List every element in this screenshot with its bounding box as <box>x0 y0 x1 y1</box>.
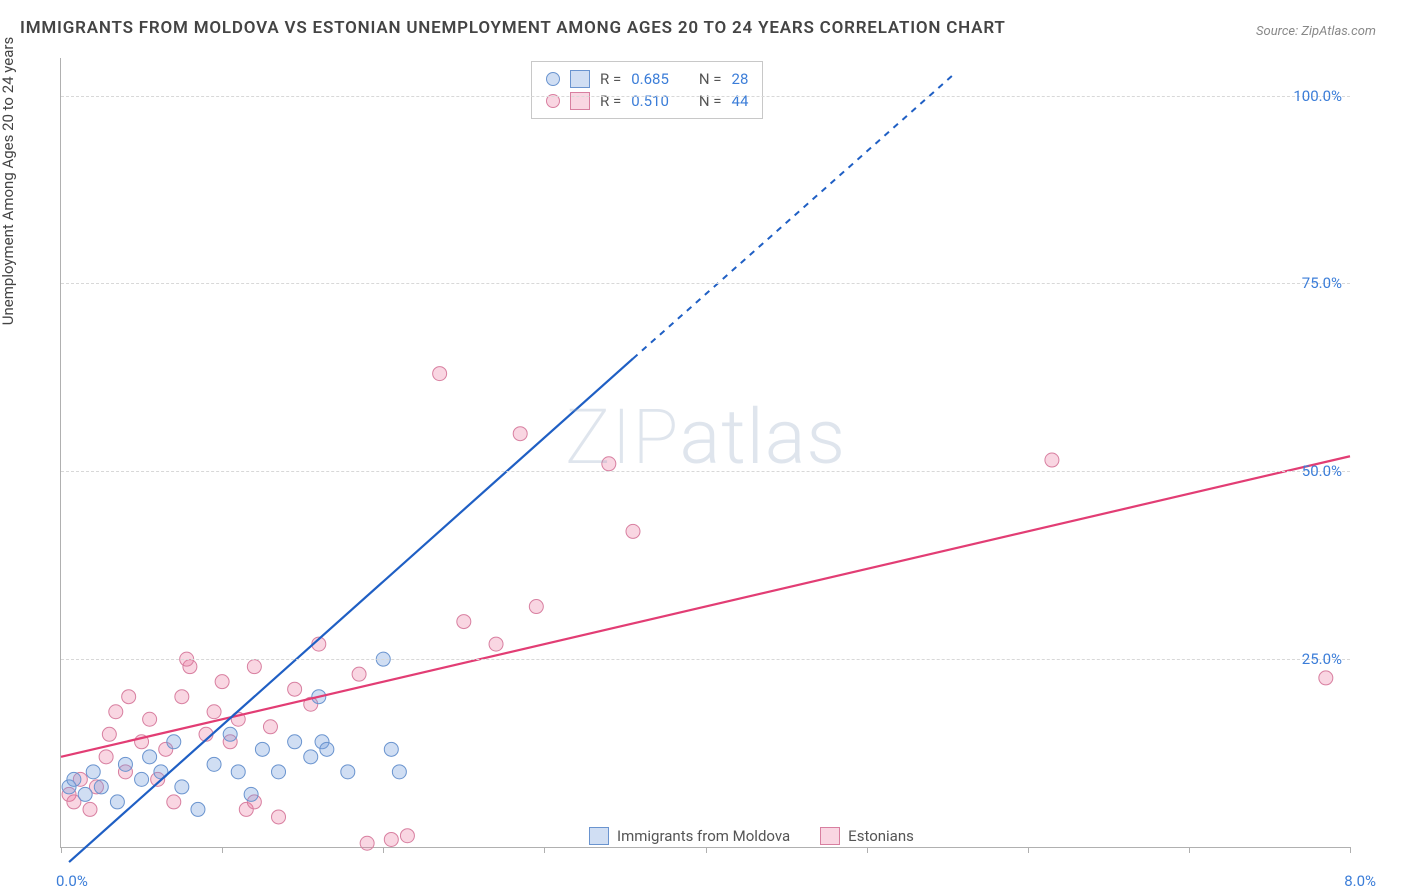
data-point <box>175 690 189 704</box>
data-point <box>135 772 149 786</box>
r-value: 0.685 <box>631 70 669 88</box>
x-tick-label-max: 8.0% <box>1344 872 1376 890</box>
data-point <box>167 795 181 809</box>
data-point <box>360 836 374 850</box>
data-point <box>118 757 132 771</box>
data-point <box>255 742 269 756</box>
data-point <box>67 772 81 786</box>
data-point <box>263 720 277 734</box>
data-point <box>191 802 205 816</box>
gridline-horizontal <box>61 96 1350 97</box>
data-point <box>99 750 113 764</box>
y-axis-label: Unemployment Among Ages 20 to 24 years <box>0 37 17 325</box>
data-point <box>400 829 414 843</box>
data-point <box>215 675 229 689</box>
y-tick-label: 75.0% <box>1302 274 1342 292</box>
plot-area: ZIPatlas R = 0.685 N = 28 R = 0.510 N = … <box>60 58 1350 848</box>
x-tick-mark <box>222 847 223 853</box>
regression-line <box>61 456 1350 757</box>
data-point <box>207 705 221 719</box>
legend-label: Estonians <box>848 827 914 845</box>
legend-item-estonians: Estonians <box>820 827 914 845</box>
legend-swatch <box>570 70 590 88</box>
regression-line <box>69 359 633 862</box>
y-tick-label: 25.0% <box>1302 650 1342 668</box>
data-point <box>392 765 406 779</box>
data-point <box>86 765 100 779</box>
data-point <box>288 682 302 696</box>
x-tick-mark <box>1189 847 1190 853</box>
data-point <box>489 637 503 651</box>
legend-row-moldova: R = 0.685 N = 28 <box>546 68 748 90</box>
data-point <box>175 780 189 794</box>
data-point <box>83 802 97 816</box>
data-point <box>1045 453 1059 467</box>
data-point <box>320 742 334 756</box>
data-point <box>1319 671 1333 685</box>
y-tick-label: 50.0% <box>1302 462 1342 480</box>
data-point <box>529 600 543 614</box>
gridline-horizontal <box>61 659 1350 660</box>
n-value: 28 <box>732 70 749 88</box>
data-point <box>288 735 302 749</box>
data-point <box>143 712 157 726</box>
legend-series-box: Immigrants from Moldova Estonians <box>581 827 922 845</box>
x-tick-mark <box>1028 847 1029 853</box>
data-point <box>110 795 124 809</box>
x-tick-label-min: 0.0% <box>56 872 88 890</box>
data-point <box>384 832 398 846</box>
data-point <box>231 765 245 779</box>
legend-label: Immigrants from Moldova <box>617 827 790 845</box>
data-point <box>513 427 527 441</box>
x-tick-mark <box>867 847 868 853</box>
gridline-horizontal <box>61 471 1350 472</box>
x-tick-mark <box>1350 847 1351 853</box>
data-point <box>247 660 261 674</box>
x-tick-mark <box>544 847 545 853</box>
chart-svg <box>61 58 1350 847</box>
data-point <box>94 780 108 794</box>
y-tick-label: 100.0% <box>1293 87 1342 105</box>
r-label: R = <box>600 70 621 88</box>
data-point <box>457 615 471 629</box>
data-point <box>272 810 286 824</box>
data-point <box>244 787 258 801</box>
chart-title: IMMIGRANTS FROM MOLDOVA VS ESTONIAN UNEM… <box>20 18 1006 38</box>
data-point <box>167 735 181 749</box>
legend-swatch <box>820 827 840 845</box>
legend-item-moldova: Immigrants from Moldova <box>589 827 790 845</box>
data-point <box>602 457 616 471</box>
data-point <box>78 787 92 801</box>
legend-row-estonians: R = 0.510 N = 44 <box>546 90 748 112</box>
legend-swatch <box>589 827 609 845</box>
x-tick-mark <box>383 847 384 853</box>
data-point <box>626 524 640 538</box>
n-label: N = <box>699 70 722 88</box>
data-point <box>122 690 136 704</box>
data-point <box>207 757 221 771</box>
data-point <box>109 705 123 719</box>
x-tick-mark <box>706 847 707 853</box>
legend-marker-circle <box>546 72 560 86</box>
data-point <box>341 765 355 779</box>
data-point <box>223 727 237 741</box>
gridline-horizontal <box>61 283 1350 284</box>
x-tick-mark <box>61 847 62 853</box>
data-point <box>352 667 366 681</box>
data-point <box>433 367 447 381</box>
data-point <box>102 727 116 741</box>
data-point <box>304 750 318 764</box>
data-point <box>143 750 157 764</box>
data-point <box>272 765 286 779</box>
data-point <box>384 742 398 756</box>
source-attribution: Source: ZipAtlas.com <box>1256 24 1376 39</box>
legend-correlation-box: R = 0.685 N = 28 R = 0.510 N = 44 <box>531 61 763 119</box>
